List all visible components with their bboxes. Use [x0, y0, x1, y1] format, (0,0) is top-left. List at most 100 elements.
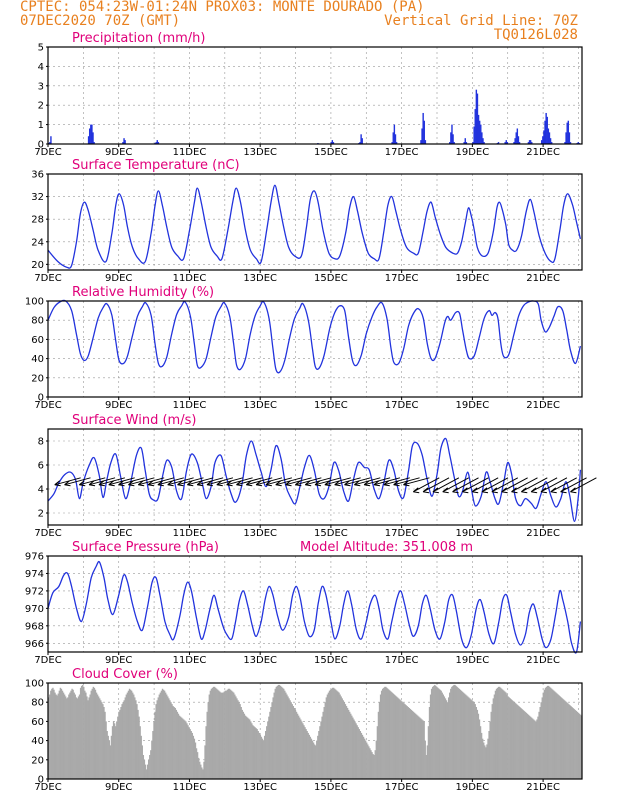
cloud-bar	[543, 689, 546, 779]
cloud-bar	[341, 698, 343, 779]
cloud-bar	[268, 716, 270, 779]
cloud-bar	[236, 698, 238, 779]
cloud-bar	[288, 698, 290, 779]
cloud-bar	[74, 694, 76, 779]
cloud-bar	[558, 695, 560, 779]
precip-bar	[92, 132, 94, 144]
cloud-bar	[133, 694, 135, 779]
cloud-bar	[273, 692, 275, 779]
cloud-bar	[263, 735, 266, 779]
cloud-panel: 0 20 40 60 80 100 7DEC 9DEC 11DEC 13DEC 15DEC 17DEC…	[25, 667, 583, 793]
cloud-bar	[461, 691, 464, 779]
cloud-bar	[459, 689, 462, 779]
temp-y-tick-label: 36	[31, 170, 44, 181]
cloud-bar	[222, 692, 224, 779]
cloud-bar	[525, 712, 527, 779]
cloud-bar	[523, 710, 525, 779]
cloud-bar	[393, 694, 396, 779]
cloud-bar	[60, 688, 63, 779]
cloud-bar	[123, 700, 125, 779]
cloud-frame	[47, 682, 583, 780]
cloud-bar	[102, 704, 104, 779]
cloud-bar	[377, 711, 380, 779]
wind-direction-arrow	[147, 477, 175, 487]
rh-x-tick-label: 17DEC	[385, 400, 419, 411]
cloud-bar	[243, 713, 246, 779]
cloud-bar	[561, 698, 564, 779]
cloud-bar	[403, 703, 405, 779]
wind-title: Surface Wind (m/s)	[72, 413, 196, 428]
precip-title: Precipitation (mm/h)	[72, 31, 205, 46]
cloud-bar	[419, 717, 421, 779]
cloud-bar	[155, 704, 157, 779]
cloud-bar	[257, 731, 259, 779]
precip-bar	[424, 140, 427, 144]
cloud-bar	[473, 702, 475, 779]
precip-bar	[547, 128, 550, 144]
cloud-bar	[290, 702, 292, 779]
cloud-bar	[94, 689, 97, 779]
cloud-bar	[241, 709, 243, 779]
cloud-bar	[108, 740, 110, 779]
cloud-bar	[240, 707, 242, 779]
precip-bar	[93, 142, 95, 144]
cloud-bar	[116, 721, 118, 779]
cloud-bar	[443, 696, 446, 779]
cloud-x-tick-label: 9DEC	[105, 782, 132, 793]
wind-direction-arrow	[186, 477, 214, 487]
cloud-bar	[254, 727, 256, 779]
precip-bar	[517, 136, 520, 144]
cloud-bar	[417, 715, 419, 779]
precip-bar	[565, 132, 567, 144]
cloud-bar	[325, 697, 327, 779]
cloud-bar	[103, 707, 105, 779]
cloud-y-tick-label: 0	[38, 775, 44, 786]
cloud-bar	[507, 696, 509, 779]
cloud-bar	[245, 716, 248, 779]
cloud-bar	[109, 745, 112, 779]
cloud-bar	[506, 694, 508, 779]
cloud-bar	[352, 717, 354, 779]
cloud-bar	[113, 723, 116, 779]
cloud-bar	[132, 692, 134, 779]
wind-direction-arrow	[157, 477, 184, 487]
cloud-bar	[482, 738, 484, 779]
temp-x-tick-label: 15DEC	[314, 273, 348, 284]
cloud-bar	[193, 738, 196, 779]
precip-bar	[90, 124, 92, 144]
cloud-bar	[494, 690, 497, 779]
pres-x-tick-label: 13DEC	[243, 655, 277, 666]
cloud-bar	[223, 691, 225, 779]
temp-x-tick-label: 13DEC	[243, 273, 277, 284]
cloud-bar	[574, 709, 576, 779]
pres-x-tick-label: 15DEC	[314, 655, 348, 666]
wind-direction-arrow	[353, 477, 381, 487]
cloud-bar	[411, 710, 414, 779]
cloud-bar	[426, 745, 429, 779]
cloud-bar	[140, 735, 142, 779]
cloud-bar	[63, 694, 66, 779]
cloud-bar	[197, 757, 200, 779]
precip-bar	[497, 142, 500, 144]
cloud-y-tick-label: 80	[31, 698, 44, 709]
cloud-bar	[128, 688, 131, 779]
cloud-bar	[173, 707, 175, 779]
cloud-bar	[533, 719, 535, 779]
cloud-bar	[295, 711, 298, 779]
cloud-bar	[156, 700, 158, 779]
cloud-bar	[410, 709, 413, 779]
pres-title: Surface Pressure (hPa)	[72, 540, 219, 555]
cloud-bar	[433, 685, 435, 779]
wind-direction-arrow	[432, 477, 460, 494]
cloud-bar	[234, 694, 236, 779]
cloud-bar	[100, 700, 102, 779]
cloud-bar	[280, 686, 283, 779]
pres-x-tick-label: 7DEC	[34, 655, 61, 666]
cloud-bar	[493, 694, 496, 779]
cloud-bar	[57, 693, 59, 779]
precip-bar	[515, 132, 517, 144]
cloud-bar	[172, 706, 174, 779]
cloud-bar	[405, 705, 407, 779]
cloud-bar	[307, 732, 309, 779]
cloud-bar	[516, 704, 518, 779]
